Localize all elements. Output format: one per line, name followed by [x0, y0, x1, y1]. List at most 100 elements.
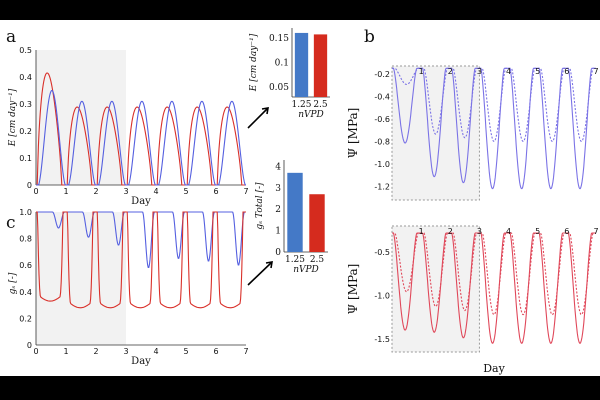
y-tick-label: 4: [275, 162, 281, 172]
y-tick-label: 0.1: [275, 59, 289, 69]
y-tick-label: 0.3: [19, 100, 32, 109]
category-label: 2.5: [310, 255, 325, 265]
bar-2.5: [313, 34, 328, 97]
x-tick-label: 1: [419, 67, 424, 76]
chart-b-water-potential-blue: 1 2 3 4 5 6 7 -0.2 -0.4 -0.6 -0.8 -1.0 -1.2 Ψ [MPa]: [346, 65, 599, 201]
y-tick-label: -1.0: [374, 160, 390, 169]
panel-label-b: b: [364, 27, 375, 47]
y-tick-label: 0: [27, 181, 32, 190]
y-axis-title: Ψ [MPa]: [346, 264, 360, 315]
x-tick-label: 6: [213, 347, 218, 356]
chart-c-bar-inset: 1.25 2.5 0 1 2 3 4 nVPD gₛ Total [-]: [255, 160, 328, 275]
x-tick-label: 2: [448, 227, 453, 236]
x-tick-label: 0: [33, 187, 38, 196]
bar-1.25: [294, 32, 309, 97]
y-axis-title: E [cm day⁻¹]: [249, 33, 259, 92]
x-axis-title: Day: [131, 196, 151, 207]
x-tick-label: 4: [153, 187, 158, 196]
x-tick-label: 1: [63, 187, 68, 196]
x-tick-label: 5: [535, 67, 540, 76]
x-tick-label: 2: [93, 187, 98, 196]
y-tick-label: 0.4: [19, 288, 32, 297]
x-tick-label: 3: [477, 227, 482, 236]
y-tick-label: -0.4: [374, 92, 390, 101]
x-tick-label: 7: [593, 67, 598, 76]
chart-a-transpiration: 0 1 2 3 4 5 6 7 0 0.1 0.2 0.3 0.4 0.5 Day E [cm day⁻¹]: [8, 46, 249, 207]
series-line-solid: [392, 232, 596, 344]
chart-c-stomatal-conductance: 0 1 2 3 4 5 6 7 0 0.2 0.4 0.6 0.8 1.0 Day gₛ [-]: [8, 208, 249, 367]
y-tick-label: 0: [275, 248, 281, 258]
y-tick-label: 0.2: [19, 314, 32, 323]
shaded-region: [391, 225, 480, 353]
y-tick-label: 0.4: [19, 73, 32, 82]
arrow-c: [247, 261, 273, 286]
series-line-blue: [36, 211, 246, 269]
y-tick-label: 0.5: [19, 46, 32, 55]
y-tick-label: 0.2: [19, 127, 32, 136]
x-tick-label: 6: [564, 67, 569, 76]
y-axis-title: E [cm day⁻¹]: [8, 88, 18, 147]
panel-label-c: c: [6, 213, 16, 233]
series-line-blue: [36, 90, 246, 186]
category-label: 2.5: [313, 100, 328, 110]
x-axis-title: nVPD: [293, 265, 319, 275]
x-tick-label: 4: [506, 227, 511, 236]
bar-2.5: [309, 194, 325, 252]
category-label: 1.25: [285, 255, 305, 265]
series-line-dotted: [392, 67, 596, 143]
y-tick-label: -0.8: [374, 137, 390, 146]
shaded-region: [391, 65, 480, 201]
x-tick-label: 1: [419, 227, 424, 236]
y-tick-label: 0.1: [19, 154, 32, 163]
y-tick-label: -1.2: [374, 182, 390, 191]
x-tick-label: 5: [535, 227, 540, 236]
panel-label-a: a: [6, 27, 16, 47]
y-tick-label: 0.8: [19, 235, 32, 244]
y-tick-label: 0.6: [19, 261, 32, 270]
x-tick-label: 2: [93, 347, 98, 356]
x-tick-label: 3: [477, 67, 482, 76]
x-tick-label: 1: [63, 347, 68, 356]
x-tick-label: 7: [243, 347, 248, 356]
shaded-region: [36, 212, 126, 345]
y-axis-title: gₛ [-]: [8, 272, 18, 294]
chart-a-bar-inset: 1.25 2.5 0.05 0.1 0.15 nVPD E [cm day⁻¹]: [249, 28, 330, 120]
x-axis-title: nVPD: [298, 110, 324, 120]
chart-b-water-potential-red: 1 2 3 4 5 6 7 -0.5 -1.0 -1.5 Ψ [MPa] Day: [346, 225, 599, 375]
y-axis-title: Ψ [MPa]: [346, 108, 360, 159]
y-tick-label: -0.5: [374, 248, 390, 257]
x-tick-label: 6: [213, 187, 218, 196]
y-tick-label: 0.05: [269, 83, 289, 93]
x-tick-label: 2: [448, 67, 453, 76]
x-tick-label: 7: [243, 187, 248, 196]
x-tick-label: 5: [183, 187, 188, 196]
bar-1.25: [287, 172, 303, 252]
x-tick-label: 4: [506, 67, 511, 76]
x-axis-title: Day: [483, 362, 505, 375]
x-tick-label: 5: [183, 347, 188, 356]
y-tick-label: 1.0: [19, 208, 32, 217]
y-tick-label: -1.0: [374, 292, 390, 301]
x-tick-label: 4: [153, 347, 158, 356]
x-tick-label: 3: [123, 187, 128, 196]
x-tick-label: 3: [123, 347, 128, 356]
y-axis-title: gₛ Total [-]: [255, 182, 265, 230]
y-tick-label: -0.2: [374, 70, 390, 79]
series-line-red: [36, 211, 246, 309]
x-axis-title: Day: [131, 356, 151, 367]
series-line-red: [36, 72, 246, 186]
y-tick-label: 1: [275, 227, 281, 237]
y-tick-label: 2: [275, 205, 281, 215]
y-tick-label: -0.6: [374, 115, 390, 124]
y-tick-label: 3: [275, 184, 281, 194]
y-tick-label: 0: [27, 341, 32, 350]
x-tick-label: 7: [593, 227, 598, 236]
arrow-a: [247, 107, 269, 129]
category-label: 1.25: [291, 100, 311, 110]
y-tick-label: 0.15: [269, 34, 289, 44]
y-tick-label: -1.5: [374, 335, 390, 344]
x-tick-label: 6: [564, 227, 569, 236]
shaded-region: [36, 50, 126, 185]
x-tick-label: 0: [33, 347, 38, 356]
